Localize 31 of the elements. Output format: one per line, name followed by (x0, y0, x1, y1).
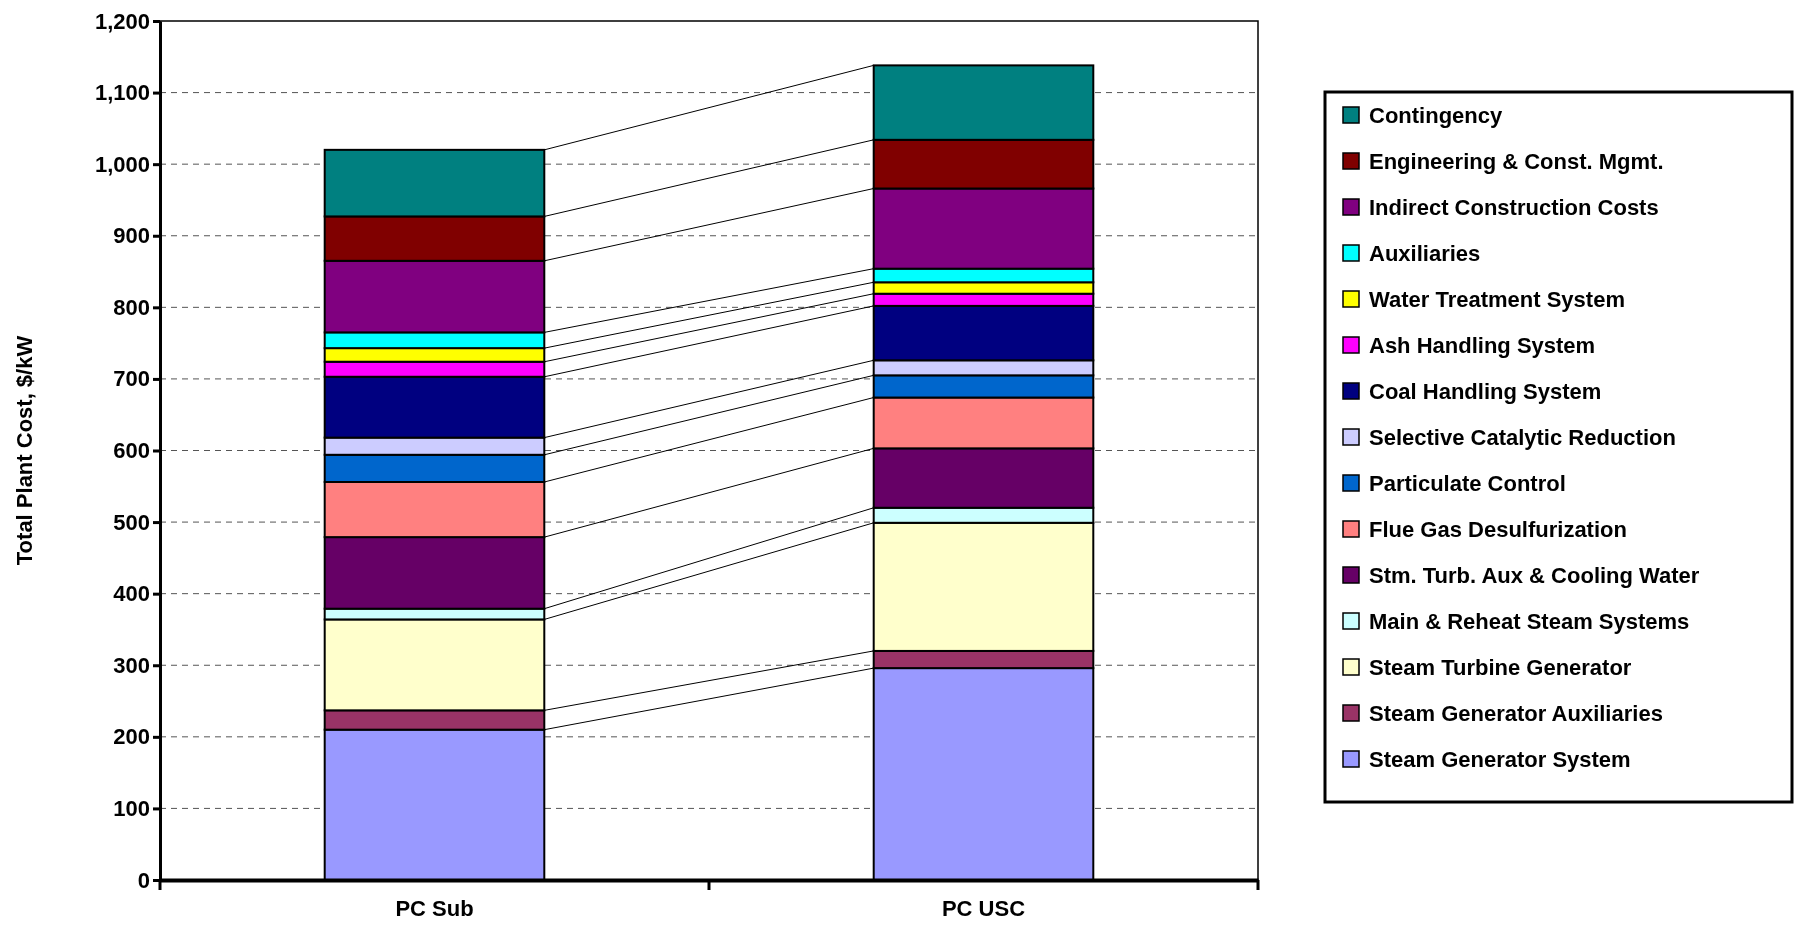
y-tick-label: 1,200 (94, 8, 150, 34)
legend-label: Steam Turbine Generator (1369, 655, 1632, 680)
y-tick-label: 900 (113, 223, 150, 249)
y-tick-label: 800 (113, 294, 150, 320)
x-tick-label: PC Sub (395, 896, 474, 921)
y-tick-label: 300 (113, 652, 150, 678)
y-tick-label: 1,100 (94, 80, 150, 106)
legend-label: Indirect Construction Costs (1369, 195, 1659, 220)
legend-label: Particulate Control (1369, 471, 1566, 496)
legend-label: Ash Handling System (1369, 333, 1596, 358)
legend-label: Auxiliaries (1369, 241, 1481, 266)
y-tick-label: 200 (113, 724, 150, 750)
legend-label: Stm. Turb. Aux & Cooling Water (1369, 563, 1700, 588)
x-tick-label: PC USC (941, 896, 1026, 921)
legend-label: Coal Handling System (1369, 379, 1602, 404)
y-tick-label: 400 (113, 581, 150, 607)
legend-label: Selective Catalytic Reduction (1369, 425, 1676, 450)
y-axis-title: Total Plant Cost, $/kW (12, 335, 37, 566)
y-tick-label: 600 (113, 438, 150, 464)
legend-label: Water Treatment System (1369, 287, 1625, 312)
y-tick-label: 700 (113, 366, 150, 392)
legend-label: Steam Generator Auxiliaries (1369, 701, 1663, 726)
legend-label: Flue Gas Desulfurization (1369, 517, 1627, 542)
legend-label: Contingency (1369, 103, 1503, 128)
legend-label: Steam Generator System (1369, 747, 1631, 772)
y-tick-label: 0 (137, 867, 150, 893)
y-tick-label: 100 (113, 795, 150, 821)
y-tick-label: 500 (113, 509, 150, 535)
legend-label: Main & Reheat Steam Systems (1369, 609, 1690, 634)
legend-label: Engineering & Const. Mgmt. (1369, 149, 1664, 174)
y-tick-label: 1,000 (94, 151, 150, 177)
